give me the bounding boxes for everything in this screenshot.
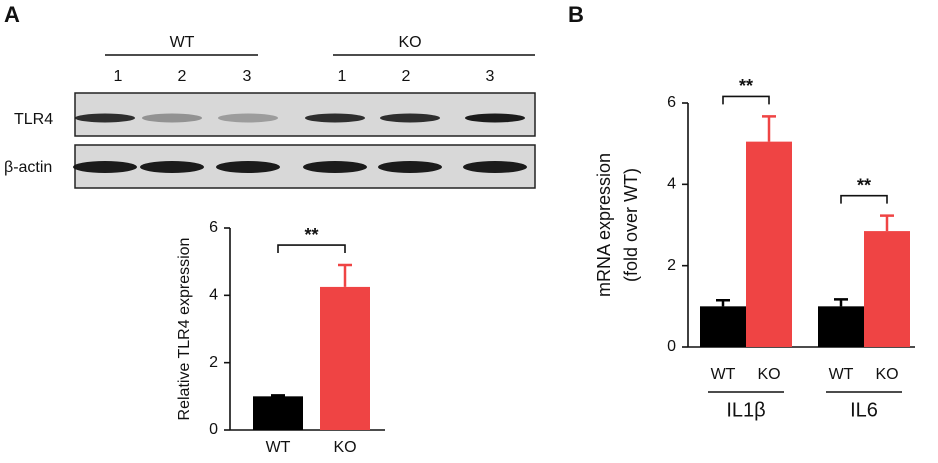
x-tick-label: KO <box>757 366 780 383</box>
y-tick-label: 6 <box>209 219 218 236</box>
lane-label: 1 <box>114 68 123 85</box>
bar <box>320 286 370 430</box>
y-tick-label: 6 <box>667 94 676 111</box>
lane-label: 2 <box>402 68 411 85</box>
lane-label: 3 <box>486 68 495 85</box>
y-tick-label: 0 <box>667 338 676 355</box>
significance-bracket <box>722 95 770 105</box>
error-bar <box>338 263 352 287</box>
group-label: KO <box>398 34 421 51</box>
significance-bracket <box>840 194 888 204</box>
y-tick-label: 4 <box>667 176 676 193</box>
lane-label: 3 <box>243 68 252 85</box>
band <box>380 113 440 123</box>
bar <box>864 231 910 347</box>
x-group-label: IL6 <box>850 399 878 421</box>
significance-bracket <box>277 244 346 254</box>
bar <box>818 306 864 347</box>
bar <box>700 306 746 347</box>
band <box>75 113 135 123</box>
band <box>73 161 137 173</box>
y-axis-label: (fold over WT) <box>621 168 641 282</box>
group-label: WT <box>170 34 195 51</box>
lane-label: 2 <box>178 68 187 85</box>
error-bar <box>716 298 730 307</box>
significance-label: ** <box>857 175 871 195</box>
band <box>216 161 280 173</box>
x-tick-label: WT <box>711 366 736 383</box>
y-tick-label: 0 <box>209 421 218 438</box>
band <box>378 161 442 173</box>
blot-row-label: TLR4 <box>14 111 53 128</box>
y-tick-label: 4 <box>209 287 218 304</box>
y-axis-label: mRNA expression <box>594 153 614 297</box>
panel-label: B <box>568 2 584 27</box>
bar <box>746 141 792 347</box>
error-bar <box>762 115 776 142</box>
band <box>218 113 278 123</box>
panel-label: A <box>4 2 20 27</box>
band <box>140 161 204 173</box>
x-tick-label: KO <box>333 439 356 456</box>
significance-label: ** <box>304 225 318 245</box>
band <box>303 161 367 173</box>
x-group-label: IL1β <box>726 399 765 421</box>
blot-row-label: β-actin <box>4 159 52 176</box>
x-tick-label: WT <box>266 439 291 456</box>
blot-strip <box>74 92 536 137</box>
x-tick-label: WT <box>829 366 854 383</box>
error-bar <box>834 298 848 307</box>
error-bar <box>880 214 894 232</box>
bar <box>253 396 303 430</box>
band <box>465 113 525 123</box>
x-tick-label: KO <box>875 366 898 383</box>
lane-label: 1 <box>338 68 347 85</box>
y-axis-label: Relative TLR4 expression <box>176 238 193 421</box>
significance-label: ** <box>739 76 753 96</box>
y-tick-label: 2 <box>667 257 676 274</box>
error-bar <box>271 394 285 397</box>
band <box>463 161 527 173</box>
y-tick-label: 2 <box>209 354 218 371</box>
band <box>142 113 202 123</box>
band <box>305 113 365 123</box>
